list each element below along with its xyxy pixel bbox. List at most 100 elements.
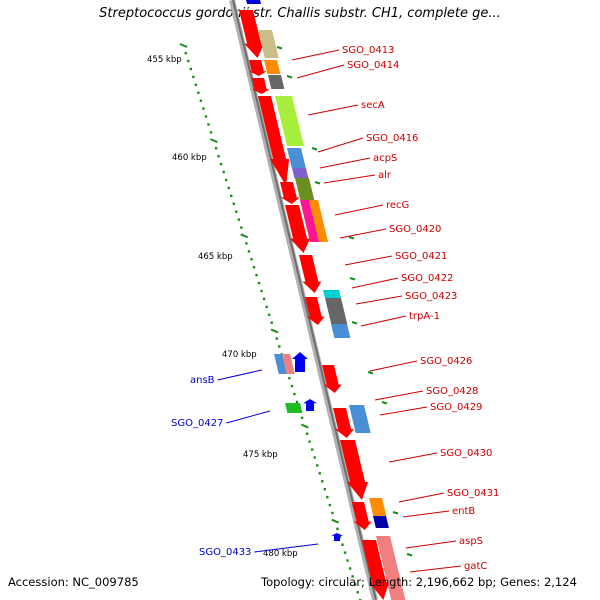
kbp-minor-tick: [321, 480, 324, 483]
kbp-minor-tick: [341, 543, 344, 546]
gene-label: SGO_0426: [420, 356, 472, 367]
gene-label: SGO_0428: [426, 386, 478, 397]
kbp-minor-tick: [265, 305, 268, 309]
gene-block: [325, 298, 348, 324]
kbp-scale-label: 470 kbp: [222, 350, 257, 360]
gene-block: [274, 354, 287, 374]
kbp-minor-tick: [250, 258, 253, 261]
kbp-minor-tick: [260, 289, 263, 293]
kbp-minor-tick: [187, 59, 190, 63]
gene-block: [369, 498, 387, 516]
gene-arrow: [340, 440, 369, 500]
kbp-minor-tick: [232, 202, 235, 205]
gene-label: SGO_0421: [395, 251, 447, 262]
kbp-major-tick: [179, 43, 188, 48]
gene-label: SGO_0431: [447, 488, 499, 499]
gene-block: [373, 516, 389, 528]
gene-label: SGO_0427: [171, 418, 223, 429]
feature-tick: [351, 321, 358, 325]
kbp-minor-tick: [278, 345, 281, 348]
kbp-minor-tick: [197, 91, 200, 94]
kbp-minor-tick: [245, 242, 248, 245]
gene-arrow: [258, 96, 290, 186]
leader-line: [379, 406, 428, 416]
gene-block: [246, 0, 261, 4]
kbp-minor-tick: [209, 131, 213, 134]
gene-arrow: [285, 205, 311, 253]
gene-label: gatC: [464, 561, 487, 572]
gene-block: [309, 200, 329, 242]
leader-line: [388, 452, 438, 463]
kbp-minor-tick: [262, 297, 266, 301]
kbp-minor-tick: [247, 250, 251, 253]
gene-label: secA: [361, 100, 385, 111]
leader-line: [291, 49, 340, 61]
kbp-minor-tick: [199, 99, 203, 102]
kbp-minor-tick: [331, 511, 334, 515]
gene-label: SGO_0433: [199, 547, 251, 558]
kbp-scale-labels: 455 kbp 460 kbp 465 kbp 470 kbp 475 kbp 480 k…: [147, 55, 298, 559]
gene-labels: SGO_0413 SGO_0414 secA SGO_0416 acpS alr recG S…: [171, 45, 499, 572]
kbp-minor-tick: [300, 416, 304, 420]
kbp-minor-tick: [252, 266, 256, 269]
kbp-minor-tick: [348, 567, 352, 570]
kbp-minor-tick: [318, 472, 321, 475]
kbp-minor-tick: [290, 384, 294, 388]
gene-label: alr: [378, 170, 392, 181]
gene-label: SGO_0422: [401, 273, 453, 284]
gene-block: [331, 324, 351, 338]
gene-block: [275, 96, 304, 146]
gene-label: SGO_0420: [389, 224, 441, 235]
gene-block: [300, 200, 320, 242]
kbp-minor-tick: [237, 218, 241, 221]
gene-block: [268, 75, 285, 89]
gene-arrow: [251, 78, 270, 94]
gene-label: SGO_0414: [347, 60, 399, 71]
kbp-minor-tick: [217, 155, 220, 158]
gene-arrow-up: [303, 399, 317, 411]
kbp-major-tick: [270, 328, 279, 334]
gene-arrow: [305, 297, 325, 325]
kbp-minor-tick: [219, 162, 223, 166]
kbp-scale-label: 465 kbp: [198, 252, 233, 262]
kbp-minor-tick: [267, 313, 271, 316]
gene-block: [258, 30, 279, 58]
kbp-minor-tick: [207, 123, 210, 126]
leader-line: [374, 390, 424, 401]
kbp-major-tick: [209, 138, 218, 144]
feature-tick: [276, 46, 283, 50]
leader-line: [217, 369, 263, 381]
gene-label: SGO_0430: [440, 448, 492, 459]
kbp-minor-tick: [328, 503, 332, 507]
map-title: Streptococcus gordonii str. Challis subs…: [99, 6, 501, 21]
leader-line: [351, 277, 399, 289]
leader-line: [334, 204, 384, 216]
kbp-minor-tick: [240, 226, 243, 229]
leader-line: [405, 540, 457, 549]
kbp-scale-label: 480 kbp: [263, 549, 298, 559]
kbp-minor-tick: [295, 400, 299, 404]
gene-block: [264, 60, 281, 74]
kbp-minor-tick: [326, 495, 329, 499]
kbp-minor-tick: [189, 67, 192, 71]
leader-line: [398, 492, 445, 503]
gene-arrow: [299, 255, 322, 293]
feature-tick: [406, 553, 413, 557]
kbp-minor-tick: [343, 551, 347, 554]
kbp-scale-label: 460 kbp: [172, 153, 207, 163]
kbp-minor-tick: [230, 194, 233, 198]
feature-tick: [348, 236, 355, 240]
kbp-major-tick: [331, 518, 340, 524]
kbp-minor-tick: [323, 488, 326, 491]
leader-line: [296, 64, 345, 79]
gene-label: SGO_0423: [405, 291, 457, 302]
feature-tick: [381, 401, 388, 405]
gene-label: SGO_0429: [430, 402, 482, 413]
gene-arrow: [352, 502, 372, 530]
gene-label: SGO_0416: [366, 133, 418, 144]
topology-text: Topology: circular; Length: 2,196,662 bp…: [261, 575, 577, 589]
gene-block: [282, 354, 295, 374]
leader-line: [355, 295, 403, 305]
kbp-scale-label: 455 kbp: [147, 55, 182, 65]
